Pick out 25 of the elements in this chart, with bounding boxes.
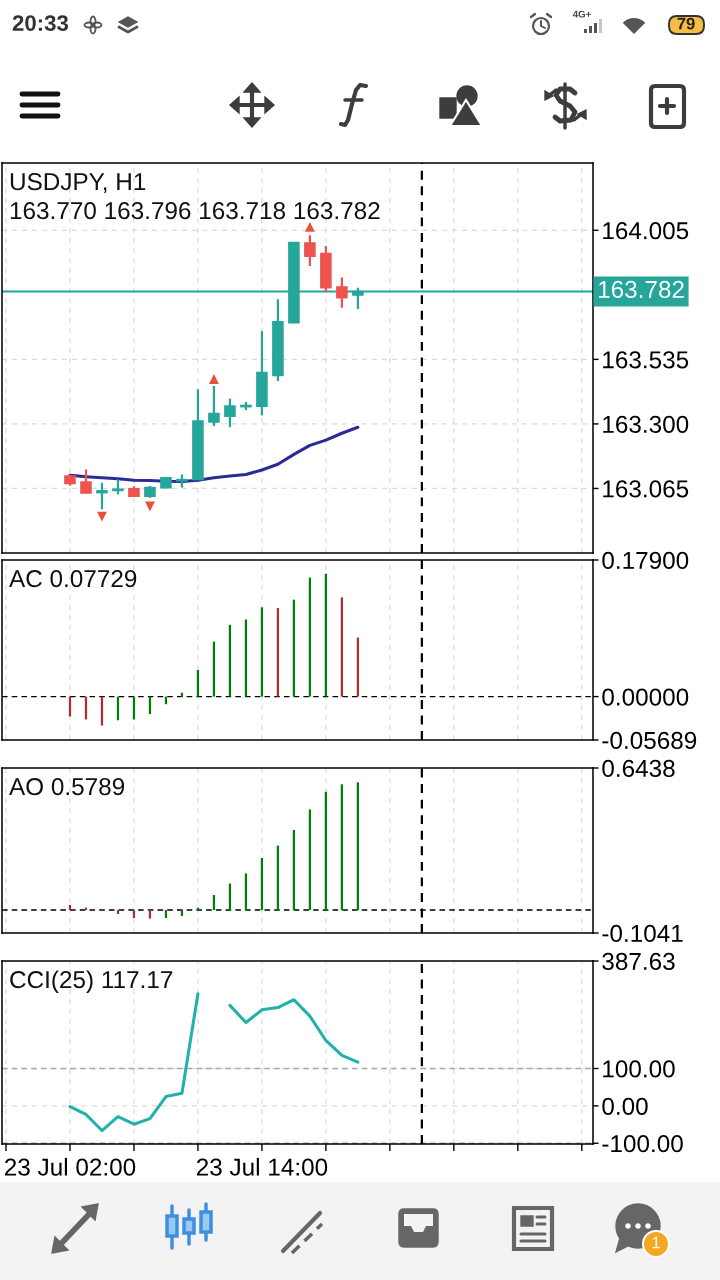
y-tick-label: 163.535 bbox=[603, 351, 689, 369]
x-tick-label: 23 Jul 14:00 bbox=[196, 1157, 328, 1176]
y-tick-label: 100.00 bbox=[603, 1060, 675, 1078]
y-tick-label: 0.00 bbox=[602, 1097, 648, 1115]
y-tick-label: -0.1041 bbox=[602, 924, 683, 943]
text: 79 bbox=[677, 17, 695, 30]
y-tick-label: 0.6438 bbox=[602, 759, 675, 778]
chart-title: AO 0.5789 bbox=[9, 778, 125, 796]
chart-title: AC 0.07729 bbox=[9, 570, 137, 588]
x-tick-label: 23 Jul 02:00 bbox=[4, 1157, 136, 1176]
text: 20:33 bbox=[12, 15, 69, 31]
y-tick-label: 0.00000 bbox=[602, 688, 689, 706]
y-tick-label: 163.065 bbox=[603, 480, 689, 498]
y-tick-label: -0.05689 bbox=[602, 731, 697, 750]
text: 1 bbox=[652, 1236, 660, 1249]
y-tick-label: 164.005 bbox=[603, 222, 689, 240]
chart-title: CCI(25) 117.17 bbox=[10, 970, 173, 994]
chart-title: USDJPY, H1 bbox=[10, 173, 146, 194]
y-tick-label: 163.300 bbox=[603, 415, 689, 433]
y-tick-label: 387.63 bbox=[602, 952, 675, 971]
ref-line-label: 163.782 bbox=[598, 280, 684, 299]
text: 163.770 163.796 163.718 163.782 bbox=[10, 202, 380, 220]
y-tick-label: -100.00 bbox=[602, 1135, 683, 1153]
y-tick-label: 0.17900 bbox=[602, 551, 689, 570]
text: 4G+ bbox=[572, 10, 591, 18]
